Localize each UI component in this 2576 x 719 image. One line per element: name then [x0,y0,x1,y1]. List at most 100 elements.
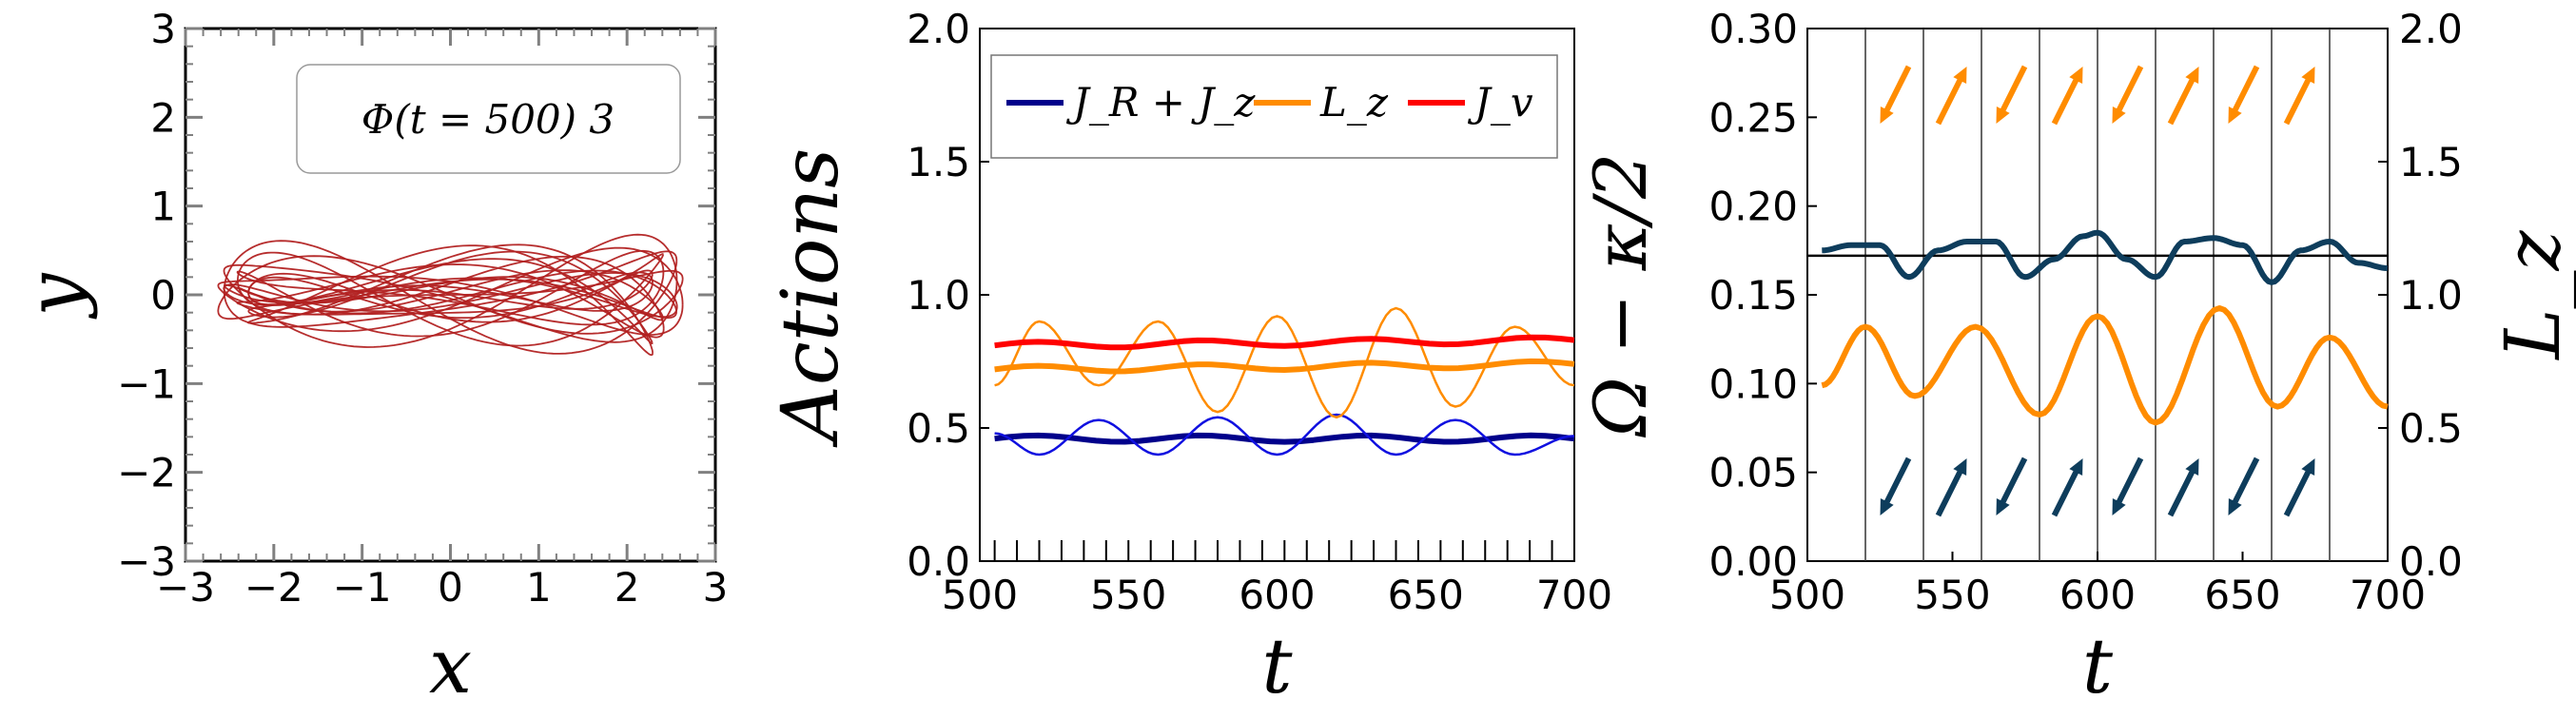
y-tick-label-right: 0.0 [2399,538,2463,585]
orange-arrow-head [2185,67,2199,84]
orange-arrow-head [2228,107,2242,124]
x-tick-label: −3 [156,564,215,611]
orange-arrow [2283,73,2313,126]
y-tick-label: −3 [117,538,176,585]
orange-arrow [1935,73,1965,126]
blue-arrow [2114,457,2144,509]
y-axis-label: Actions [766,148,856,449]
x-tick-label: 600 [1239,572,1315,618]
blue-arrow-head [2069,458,2083,476]
blue-arrow [1998,457,2028,509]
orange-arrow-head [2112,107,2126,124]
x-tick-label: 500 [942,572,1018,618]
x-tick-label: −1 [333,564,392,611]
orbit-path [236,255,665,339]
orange-arrow-head [2301,67,2315,84]
orange-arrow [2051,73,2081,126]
y-tick-label-right: 2.0 [2399,6,2463,52]
y-tick-label-right: 0.5 [2399,405,2463,452]
orbit-path [223,233,678,348]
blue-arrow-head [2301,458,2315,476]
orbit-path [217,255,684,335]
y-tick-label: 1 [150,184,176,230]
y-tick-label: 1.0 [907,272,970,319]
orbit-path [246,243,654,357]
series-line [994,358,1575,375]
orange-arrow [2167,73,2197,126]
omega-series [1822,229,2389,285]
orange-arrow-head [1953,67,1967,84]
x-tick-label: 650 [1388,572,1464,618]
blue-arrow-head [1953,458,1967,476]
orange-arrow [1882,65,1912,117]
y-tick-label: 0.15 [1708,272,1798,319]
x-tick-label: 650 [2204,572,2280,618]
x-tick-label: 550 [1090,572,1166,618]
frequency-panel: 500 550 600 650 700 0.00 0.05 0.10 0.15 0.20 0.25 0… [1578,6,2576,710]
x-tick-label: 0 [438,564,463,611]
y-tick-label-right: 1.5 [2399,139,2463,185]
x-axis-label: t [1261,622,1293,710]
y-tick-label: 0 [150,272,176,319]
blue-arrow-head [2185,458,2199,476]
label-box [296,64,681,174]
y-tick-label: 0.05 [1708,450,1798,496]
series-line [994,306,1575,419]
orange-arrow-head [2069,67,2083,84]
x-tick-label: 700 [1536,572,1612,618]
y-tick-label: 0.10 [1708,360,1798,407]
y-axis-label-right: L_z [2488,230,2576,361]
y-tick-label: 1.5 [907,139,970,185]
blue-arrow-head [1996,498,2010,515]
orange-arrow [1998,65,2028,117]
series-line [994,432,1575,445]
y-tick-label: 2.0 [907,6,970,52]
orbit-curves [217,233,684,357]
blue-arrow [2230,457,2260,509]
blue-arrow-head [2228,498,2242,515]
legend: J_R + J_z L_z J_v [990,54,1558,159]
blue-arrow [1935,465,1965,517]
y-tick-label: 0.30 [1708,6,1798,52]
x-tick-label: 3 [703,564,729,611]
legend-label: J_R + J_z [1065,79,1256,126]
blue-arrow [2051,465,2081,517]
x-tick-label: 550 [1914,572,1990,618]
actions-panel: 500 550 600 650 700 0.0 0.5 1.0 1.5 2.0 J_R + J_z L… [766,6,1612,710]
y-tick-label: −1 [117,360,176,407]
orange-arrow-head [1880,107,1894,124]
x-tick-label: −2 [244,564,303,611]
x-axis-label: x [429,622,472,710]
x-axis-label: t [2082,622,2114,710]
x-tick-label: 500 [1769,572,1845,618]
orange-arrow [2230,65,2260,117]
orange-arrow-head [1996,107,2010,124]
y-tick-label: 2 [150,94,176,141]
orbit-path [236,249,665,338]
blue-arrow-head [2112,498,2126,515]
x-tick-label: 600 [2059,572,2136,618]
blue-arrow [2167,465,2197,517]
y-axis-label: y [10,272,99,320]
y-tick-label: 0.00 [1708,538,1798,585]
orange-arrow [2114,65,2144,117]
y-axis-label: Ω − κ/2 [1578,153,1663,438]
legend-label: J_v [1467,79,1533,126]
legend-label: L_z [1319,79,1389,126]
blue-arrow [1882,457,1912,509]
orbit-panel: −3 −2 −1 0 1 2 3 −3 −2 −1 0 1 2 3 Φ(t = 500) 3 x y [10,6,728,710]
orbit-path [217,246,684,336]
x-tick-label: 700 [2350,572,2426,618]
y-tick-label: 0.5 [907,405,970,452]
legend-box [990,54,1558,159]
lz-series [1821,305,2389,426]
series-line [994,334,1575,351]
blue-arrow [2283,465,2313,517]
y-tick-label-right: 1.0 [2399,272,2463,319]
x-tick-label: 1 [526,564,552,611]
y-tick-label: 0.0 [907,538,970,585]
y-tick-label: 3 [150,6,176,52]
y-tick-label: −2 [117,450,176,496]
blue-arrow-head [1880,498,1894,515]
